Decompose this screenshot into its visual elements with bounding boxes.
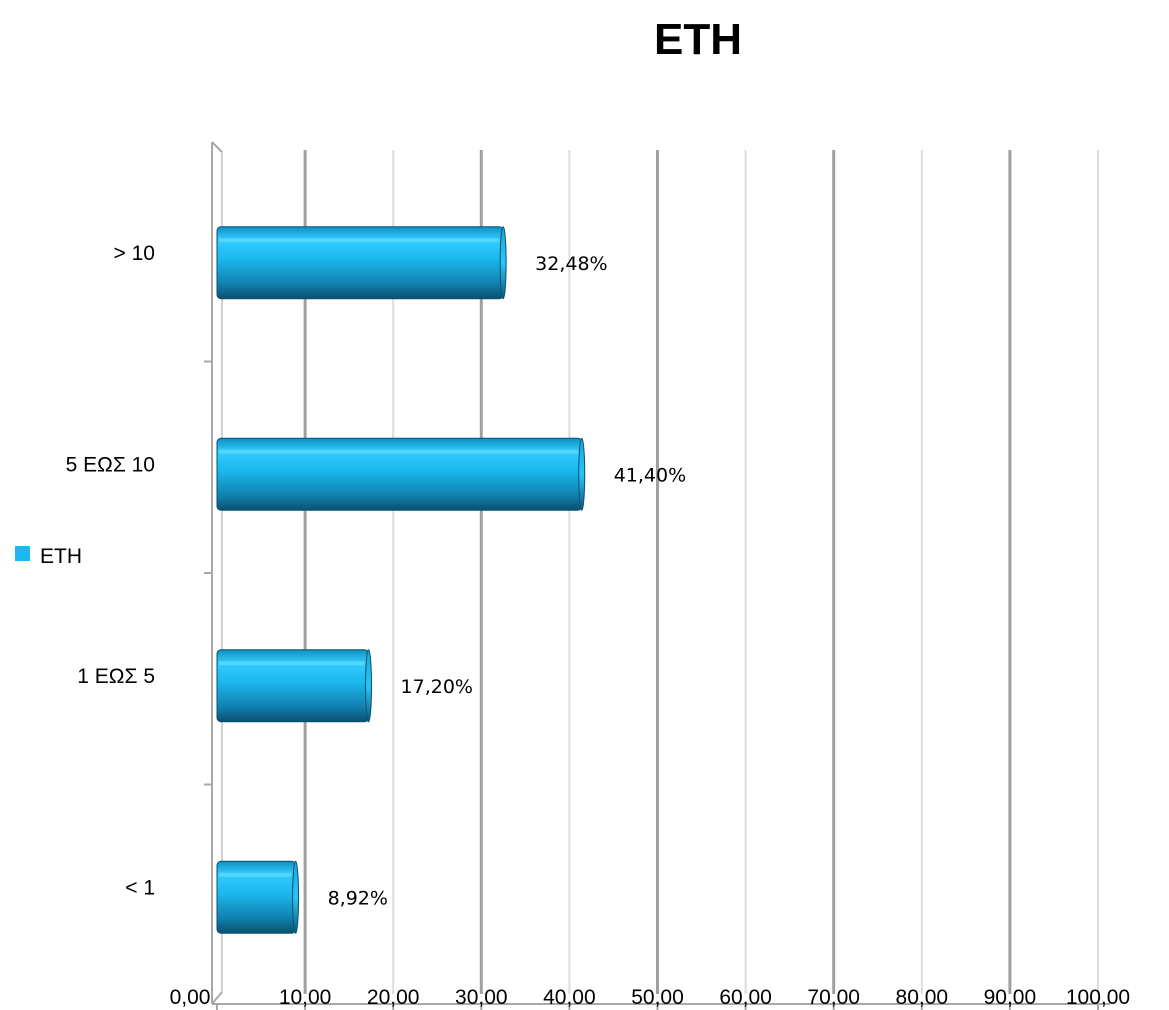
x-tick-label: 30,00 [455,986,508,1009]
x-tick-label: 10,00 [279,986,332,1009]
data-label: 41,40% [614,464,686,486]
bar-end-cap [365,649,373,723]
bar-end-cap [499,226,507,300]
x-tick-label: 20,00 [367,986,420,1009]
category-label: 5 ΕΩΣ 10 [66,453,155,476]
bar-body [216,437,583,511]
x-tick-label: 90,00 [984,986,1037,1009]
y-axis-top-edge [211,141,223,153]
x-tick-label: 80,00 [896,986,949,1009]
bar-end-cap [578,437,586,511]
bar-highlight [219,238,500,243]
bar-highlight [219,449,578,454]
legend-swatch [15,546,30,561]
bars [216,226,586,934]
category-label: < 1 [125,876,155,899]
x-tick-label: 0,00 [170,986,211,1009]
chart-title: ΕΤΗ [654,15,742,64]
bar-body [216,860,297,934]
x-tick-labels: 0,00 10,00 20,00 30,00 40,00 50,00 60,00 70,00 8… [170,986,1131,1009]
x-tick-label: 100,00 [1066,986,1130,1009]
bar [216,437,586,511]
x-axis-corner-edge [211,991,223,1005]
category-labels: < 1 1 ΕΩΣ 5 5 ΕΩΣ 10 > 10 [66,242,155,900]
data-label: 32,48% [535,253,607,275]
bar-body [216,226,504,300]
data-label: 17,20% [401,676,473,698]
bar-end-cap [292,860,300,934]
x-tick-label: 70,00 [807,986,860,1009]
data-label: 8,92% [328,887,388,909]
data-labels: 8,92% 17,20% 41,40% 32,48% [328,253,687,910]
x-tick-label: 40,00 [543,986,596,1009]
bar-highlight [219,661,365,666]
bar [216,649,373,723]
category-label: > 10 [114,242,155,265]
x-tick-label: 60,00 [719,986,772,1009]
legend-label: ΕΤΗ [40,545,82,568]
x-tick-label: 50,00 [631,986,684,1009]
bar [216,226,507,300]
legend: ΕΤΗ [15,545,82,568]
bar-highlight [219,872,292,877]
bar-body [216,649,370,723]
bar [216,860,300,934]
category-label: 1 ΕΩΣ 5 [77,665,155,688]
